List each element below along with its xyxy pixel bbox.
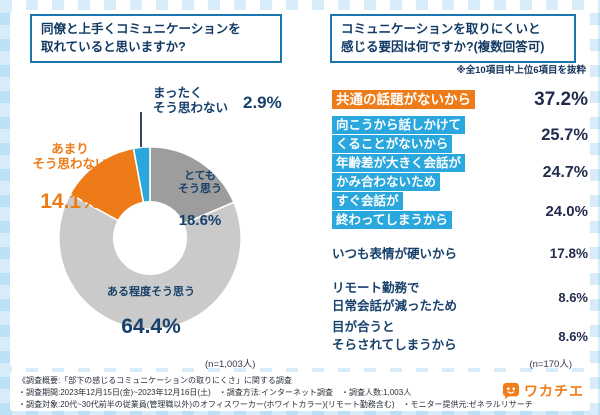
reason-label-4: すぐ会話が 終わってしまうから [332, 191, 452, 229]
survey-details-line-2: ・調査期間:2023年12月15日(金)~2023年12月16日(土) ・調査方… [18, 388, 412, 397]
survey-details: 《調査概要:「部下の感じるコミュニケーションの取りにくさ」に関する調査 ・調査期… [18, 375, 533, 411]
reason-label-5: いつも表情が硬いから [332, 246, 458, 261]
pie-label-somewhat-agree: ある程度そう思う [107, 285, 195, 298]
reason-value-2: 25.7% [541, 125, 588, 144]
reason-label-wrap: リモート勤務で 日常会話が減ったため [332, 279, 457, 315]
pie-slice-1 [58, 193, 242, 330]
reason-label-wrap: いつも表情が硬いから [332, 245, 457, 263]
pie-label-not-at-all: まったく そう思わない [153, 86, 229, 115]
sample-size-right: (n=170人) [529, 359, 572, 370]
pie-value-not-at-all: 2.9% [243, 93, 282, 112]
survey-details-line-3: ・調査対象:20代~30代前半の従業員(管理職以外)のオフィスワーカー(ホワイト… [18, 400, 533, 409]
reason-value-3: 24.7% [542, 164, 588, 181]
reason-label-1: 共通の話題がないから [332, 89, 475, 109]
pie-label-strongly-agree: とても そう思う [178, 170, 222, 196]
reason-value-5: 17.8% [549, 246, 588, 261]
pie-slice-0 [149, 146, 235, 225]
reason-label-3: 年齢差が大きく会話が かみ合わないため [332, 153, 466, 191]
pie-leader-line [140, 112, 142, 147]
reason-row-2: 向こうから話しかけて くることがないから 25.7% [332, 115, 588, 155]
reason-label-wrap: 向こうから話しかけて くることがないから [332, 115, 466, 155]
reason-value-7: 8.6% [558, 328, 588, 344]
reason-row-6: リモート勤務で 日常会話が減ったため 8.6% [332, 280, 588, 314]
reason-label-7: 目が合うと そらされてしまうから [332, 320, 457, 352]
wakachie-speech-bubble-icon [502, 382, 520, 400]
reason-label-wrap: 目が合うと そらされてしまうから [332, 318, 457, 354]
pie-group-strongly-agree: とても そう思う 18.6% [166, 157, 234, 243]
reason-row-5: いつも表情が硬いから 17.8% [332, 244, 588, 263]
reason-label-wrap: 年齢差が大きく会話が かみ合わないため [332, 153, 466, 193]
reason-row-3: 年齢差が大きく会話が かみ合わないため 24.7% [332, 153, 588, 193]
right-question-box: コミュニケーションを取りにくいと 感じる要因は何ですか?(複数回答可) [330, 14, 576, 63]
pie-group-somewhat-agree: ある程度そう思う 64.4% [88, 272, 214, 354]
reason-value-6: 8.6% [558, 289, 588, 305]
reason-value-4: 24.0% [545, 202, 588, 220]
pie-value-strongly-agree: 18.6% [178, 211, 222, 229]
reason-label-wrap: すぐ会話が 終わってしまうから [332, 191, 452, 231]
top6-note: ※全10項目中上位6項目を抜粋 [456, 65, 586, 76]
reason-row-7: 目が合うと そらされてしまうから 8.6% [332, 319, 588, 353]
sample-size-left: (n=1,003人) [205, 359, 256, 370]
donut-svg [58, 146, 242, 330]
reason-label-wrap: 共通の話題がないから [332, 89, 475, 111]
donut-chart [52, 140, 248, 336]
left-question-box: 同僚と上手くコミュニケーションを 取れていると思いますか? [30, 14, 282, 63]
pie-group-not-really: あまり そう思わない 14.1% [20, 127, 120, 229]
reason-row-1: 共通の話題がないから 37.2% [332, 87, 588, 113]
survey-details-line-1: 《調査概要:「部下の感じるコミュニケーションの取りにくさ」に関する調査 [18, 376, 292, 385]
pie-label-not-really: あまり そう思わない [32, 142, 108, 171]
brand-logo: ワカチエ [502, 381, 584, 401]
footer-panel [10, 372, 590, 411]
reason-label-6: リモート勤務で 日常会話が減ったため [332, 281, 458, 313]
brand-name: ワカチエ [524, 383, 584, 399]
reason-value-1: 37.2% [534, 89, 588, 110]
pie-slice-3 [132, 146, 151, 204]
reason-row-4: すぐ会話が 終わってしまうから 24.0% [332, 191, 588, 231]
reason-label-2: 向こうから話しかけて くることがないから [332, 115, 466, 153]
pie-value-not-really: 14.1% [40, 190, 100, 213]
pie-value-somewhat-agree: 64.4% [121, 315, 181, 339]
